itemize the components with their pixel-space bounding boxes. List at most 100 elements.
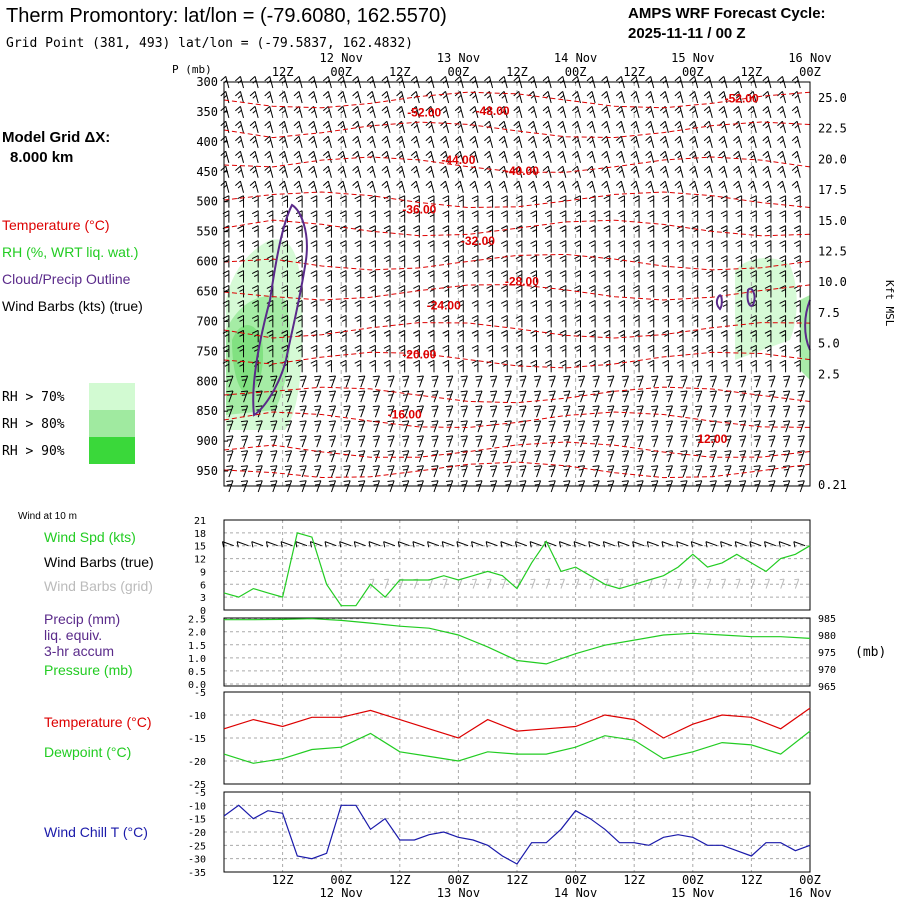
wind-barb (293, 150, 303, 163)
wind-barb (416, 435, 424, 448)
wind-barb (281, 195, 288, 208)
wind-barb (542, 180, 552, 193)
wind-barb (777, 165, 787, 178)
wind-barb (410, 105, 420, 119)
isotherm-label: -36.00 (402, 203, 436, 217)
wind-barb (440, 165, 450, 178)
wind-barb (270, 465, 278, 478)
isotherm-label: -52.00 (407, 106, 441, 120)
wind-barb (797, 450, 805, 463)
wind-barb (762, 135, 772, 148)
wind-barb (530, 329, 538, 343)
wind-barb (791, 135, 801, 148)
wind-barb (794, 270, 801, 283)
wind-barb (574, 195, 581, 208)
wind-barb (484, 150, 494, 163)
wind-barb (691, 270, 699, 283)
temperature-panel: -5 -10 -15 -20 -25 Temperature (°C) Dewpoint (… (44, 688, 811, 791)
wind-barb (720, 270, 728, 283)
temperature-tick: -25 (188, 780, 206, 791)
wind-barb (471, 344, 479, 358)
wind-barb (293, 105, 303, 119)
rh-legend-swatch (89, 437, 135, 464)
isotherm-line (223, 386, 811, 404)
wind-barb (281, 285, 288, 298)
wind-barb (354, 210, 362, 223)
top-date-label: 16 Nov (788, 51, 831, 65)
wind-barb (647, 255, 655, 268)
wind-barb (703, 135, 713, 148)
surface-wind-barb (514, 541, 527, 548)
wind-barb (387, 450, 395, 463)
wind-barb (519, 375, 527, 388)
wind-barb (299, 480, 307, 493)
wind-barb (240, 405, 249, 418)
wind-barb (544, 270, 552, 283)
wind-barb (515, 299, 523, 313)
wind-barb (662, 240, 669, 253)
wind-barb (659, 120, 669, 134)
wind-barb (588, 270, 596, 283)
wind-barb (293, 76, 303, 89)
wind-barb (618, 240, 625, 253)
wind-barb (387, 375, 395, 388)
pressure-tick-label: 600 (196, 255, 218, 269)
wind-barb (662, 314, 669, 328)
wind-barb (724, 435, 732, 448)
wind-barb (251, 195, 259, 208)
wind-barb (618, 195, 625, 208)
wind-barb (486, 270, 494, 283)
wind-barb (325, 240, 332, 253)
wind-barb (572, 105, 581, 119)
wind-barb (689, 120, 699, 134)
wind-barb (703, 90, 713, 104)
wind-barb (383, 344, 391, 358)
isotherm-label: -20.00 (402, 348, 436, 362)
wind-barb (237, 270, 245, 283)
isotherm-line (223, 351, 811, 369)
wind-barb (647, 195, 655, 208)
wind-barb (266, 210, 274, 223)
wind-barb (632, 210, 640, 223)
wind-barb (559, 314, 567, 328)
wind-barb (519, 390, 527, 403)
wind-barb (501, 270, 508, 283)
wind-barb (354, 314, 362, 328)
wind-barb (797, 375, 805, 388)
wind-barb (544, 240, 552, 253)
panel-frame (223, 617, 811, 687)
panel-frame (223, 691, 811, 785)
wind-barb (607, 405, 615, 418)
surface-wind-barb (778, 541, 791, 548)
wind-barb (753, 450, 761, 463)
wind-barb (768, 435, 776, 448)
wind-barb (621, 375, 630, 388)
wind-barb (416, 420, 424, 433)
wind-barb (339, 359, 347, 373)
wind-barb (486, 299, 494, 313)
wind-barb (471, 210, 479, 223)
top-date-label: 15 Nov (671, 51, 714, 65)
wind-barb (352, 135, 362, 148)
surface-wind-barb (705, 541, 718, 548)
wind-barb (366, 165, 376, 178)
isotherm-line (223, 121, 811, 139)
wind-barb (706, 329, 713, 343)
wind-barb (504, 420, 512, 433)
wind-barb (528, 90, 538, 104)
wind-barb (733, 105, 743, 119)
wind-barb (446, 480, 454, 493)
height-tick-label: 20.0 (818, 152, 847, 166)
wind-barb (779, 240, 787, 253)
wind-barb (281, 270, 288, 283)
wind-barb (680, 420, 688, 433)
wind-barb (284, 465, 293, 478)
wind-barb (325, 210, 332, 223)
wind-barb (733, 150, 743, 163)
wind-barb (249, 135, 259, 148)
wind-barb (718, 105, 728, 119)
wind-barb (691, 344, 699, 358)
wind-barb (310, 314, 318, 328)
wind-barb (750, 255, 757, 268)
wind-barb (645, 120, 655, 134)
